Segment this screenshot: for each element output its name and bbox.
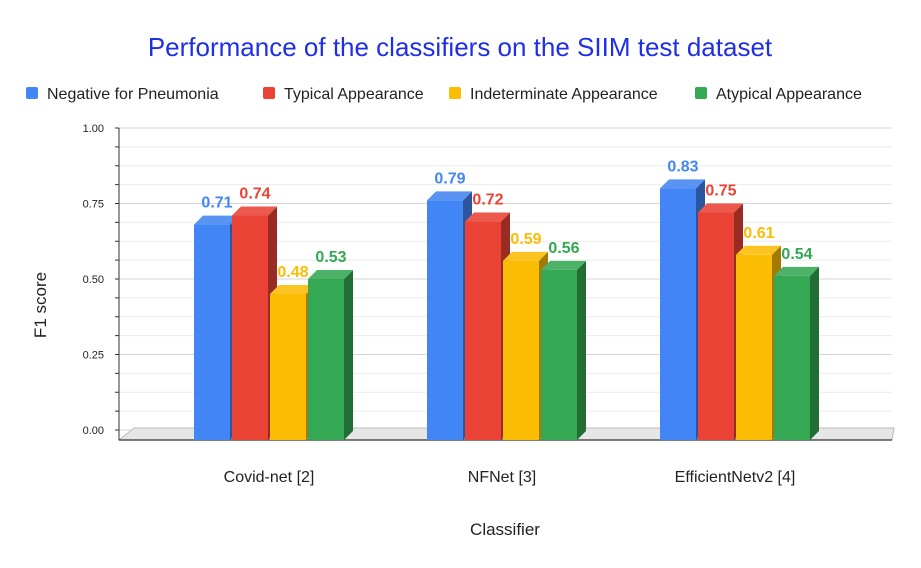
x-tick-label: NFNet [3] [468,469,536,486]
bar-front [736,254,772,440]
legend-item-typical-appearance[interactable]: Typical Appearance [263,86,424,103]
bar-top [232,206,277,216]
bar-top [774,266,819,276]
data-label: 0.75 [705,183,736,200]
data-label: 0.72 [472,192,503,209]
bar-front [660,188,696,440]
bar[interactable] [541,260,586,440]
bar-top [660,179,705,189]
data-label: 0.48 [277,264,308,281]
data-label: 0.61 [743,225,774,242]
plot-area: 0.00 0.25 0.50 0.75 1.00 0.71 0.74 0.48 0.53 0.79… [83,123,895,486]
legend-swatch [695,87,707,99]
bar-top [698,203,743,213]
y-axis-label: F1 score [31,272,50,338]
bar-front [503,260,539,440]
data-label: 0.59 [510,231,541,248]
y-tick-label: 0.25 [83,350,104,362]
chart-title: Performance of the classifiers on the SI… [148,32,773,62]
bar-side [577,260,586,440]
y-tick-label: 0.50 [83,274,104,286]
bar-top [465,212,510,222]
legend: Negative for Pneumonia Typical Appearance… [26,86,862,103]
legend-item-negative-for-pneumonia[interactable]: Negative for Pneumonia [26,86,219,103]
legend-item-indeterminate-appearance[interactable]: Indeterminate Appearance [449,86,658,103]
x-tick-label: Covid-net [2] [224,469,315,486]
bar-top [541,260,586,270]
bar-side [344,269,353,440]
data-label: 0.56 [548,240,579,257]
y-tick-label: 0.00 [83,425,104,437]
legend-label: Atypical Appearance [716,86,862,103]
legend-label: Indeterminate Appearance [470,86,658,103]
bar-top [270,285,315,295]
bars [194,179,819,440]
legend-item-atypical-appearance[interactable]: Atypical Appearance [695,86,862,103]
data-label: 0.54 [781,246,812,263]
bar-front [194,224,230,440]
x-tick-label: EfficientNetv2 [4] [675,469,796,486]
bar-front [308,278,344,440]
bar-front [774,275,810,440]
bar-front [465,221,501,440]
data-label: 0.74 [239,186,270,203]
bar-top [308,269,353,279]
bar[interactable] [308,269,353,440]
legend-swatch [263,87,275,99]
y-tick-label: 0.75 [83,199,104,211]
legend-label: Typical Appearance [284,86,424,103]
bar-front [698,212,734,440]
bar-side [810,266,819,440]
bar-front [232,215,268,440]
bar-top [503,251,548,261]
legend-swatch [449,87,461,99]
x-axis-label: Classifier [470,520,540,539]
data-labels: 0.71 0.74 0.48 0.53 0.79 0.72 0.59 0.56 0.83 0.75… [201,158,812,281]
data-label: 0.71 [201,195,232,212]
legend-label: Negative for Pneumonia [47,86,219,103]
data-label: 0.79 [434,170,465,187]
bar-top [736,245,781,255]
bar-front [427,200,463,440]
y-tick-label: 1.00 [83,123,104,135]
data-label: 0.53 [315,249,346,266]
bar-front [541,269,577,440]
bar-top [194,215,239,225]
bar-top [427,191,472,201]
data-label: 0.83 [667,158,698,175]
bar[interactable] [774,266,819,440]
bar-front [270,294,306,440]
legend-swatch [26,87,38,99]
